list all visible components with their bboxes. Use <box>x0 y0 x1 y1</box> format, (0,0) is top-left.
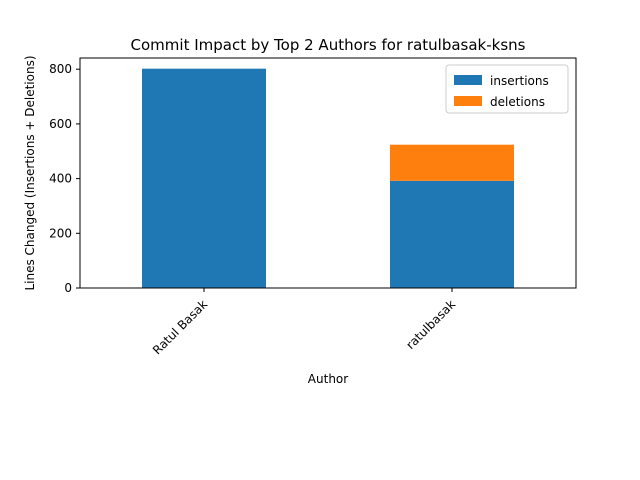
bar-insertions-2 <box>390 180 514 288</box>
x-axis-label: Author <box>308 372 348 386</box>
legend-swatch-deletions <box>454 96 482 106</box>
y-tick-label: 400 <box>49 172 72 186</box>
y-tick-label: 0 <box>64 281 72 295</box>
y-axis-label: Lines Changed (Insertions + Deletions) <box>23 55 37 290</box>
bar-deletions-2 <box>390 144 514 181</box>
y-tick-label: 800 <box>49 62 72 76</box>
axes-frame <box>79 57 577 289</box>
chart-title: Commit Impact by Top 2 Authors for ratul… <box>131 36 526 54</box>
y-tick-label: 200 <box>49 226 72 240</box>
legend-swatch-insertions <box>454 75 482 85</box>
legend: insertions deletions <box>445 64 569 114</box>
legend-label-deletions: deletions <box>490 95 545 109</box>
y-tick-label: 600 <box>49 117 72 131</box>
legend-label-insertions: insertions <box>490 74 549 88</box>
bar-insertions-1 <box>142 68 266 289</box>
